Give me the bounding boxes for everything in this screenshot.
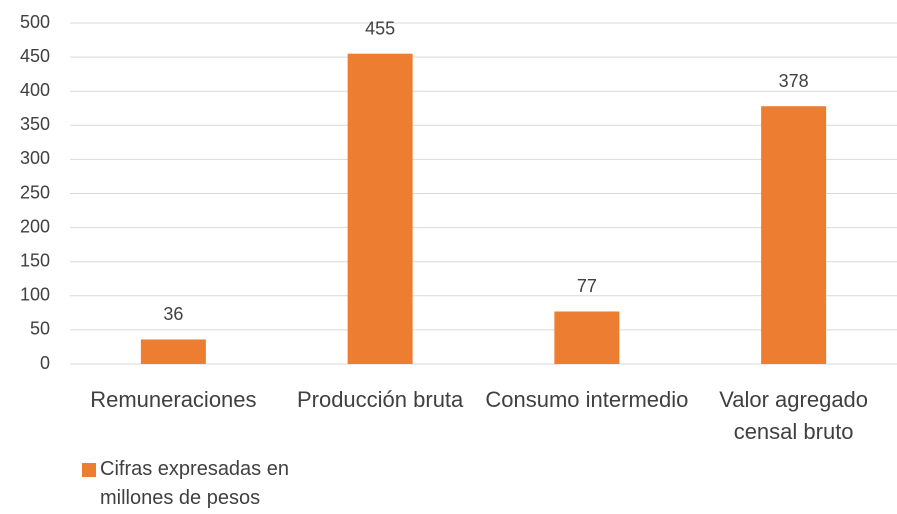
legend: Cifras expresadas en millones de pesos	[82, 455, 350, 513]
x-tick-label: Consumo intermedio	[485, 387, 689, 412]
bar	[140, 339, 206, 364]
x-tick-label: Producción bruta	[296, 387, 464, 412]
y-tick-label: 200	[20, 216, 50, 236]
y-tick-label: 500	[20, 12, 50, 32]
data-label: 77	[577, 276, 597, 296]
bar	[347, 53, 413, 364]
y-tick-label: 0	[40, 353, 50, 373]
legend-label: Cifras expresadas en millones de pesos	[100, 458, 289, 509]
data-label: 378	[779, 71, 809, 91]
y-tick-label: 250	[20, 182, 50, 202]
x-tick-label: Valor agregado censal bruto	[719, 387, 869, 444]
y-tick-label: 450	[20, 46, 50, 66]
y-tick-label: 150	[20, 250, 50, 270]
y-tick-label: 350	[20, 114, 50, 134]
y-tick-label: 50	[30, 319, 50, 339]
data-label: 36	[163, 304, 183, 324]
legend-swatch	[82, 463, 96, 477]
data-label: 455	[365, 18, 395, 38]
bar	[761, 106, 827, 364]
y-tick-label: 400	[20, 80, 50, 100]
x-tick-label: Remuneraciones	[90, 387, 257, 412]
y-tick-label: 300	[20, 148, 50, 168]
bar	[554, 311, 620, 364]
y-tick-label: 100	[20, 285, 50, 305]
